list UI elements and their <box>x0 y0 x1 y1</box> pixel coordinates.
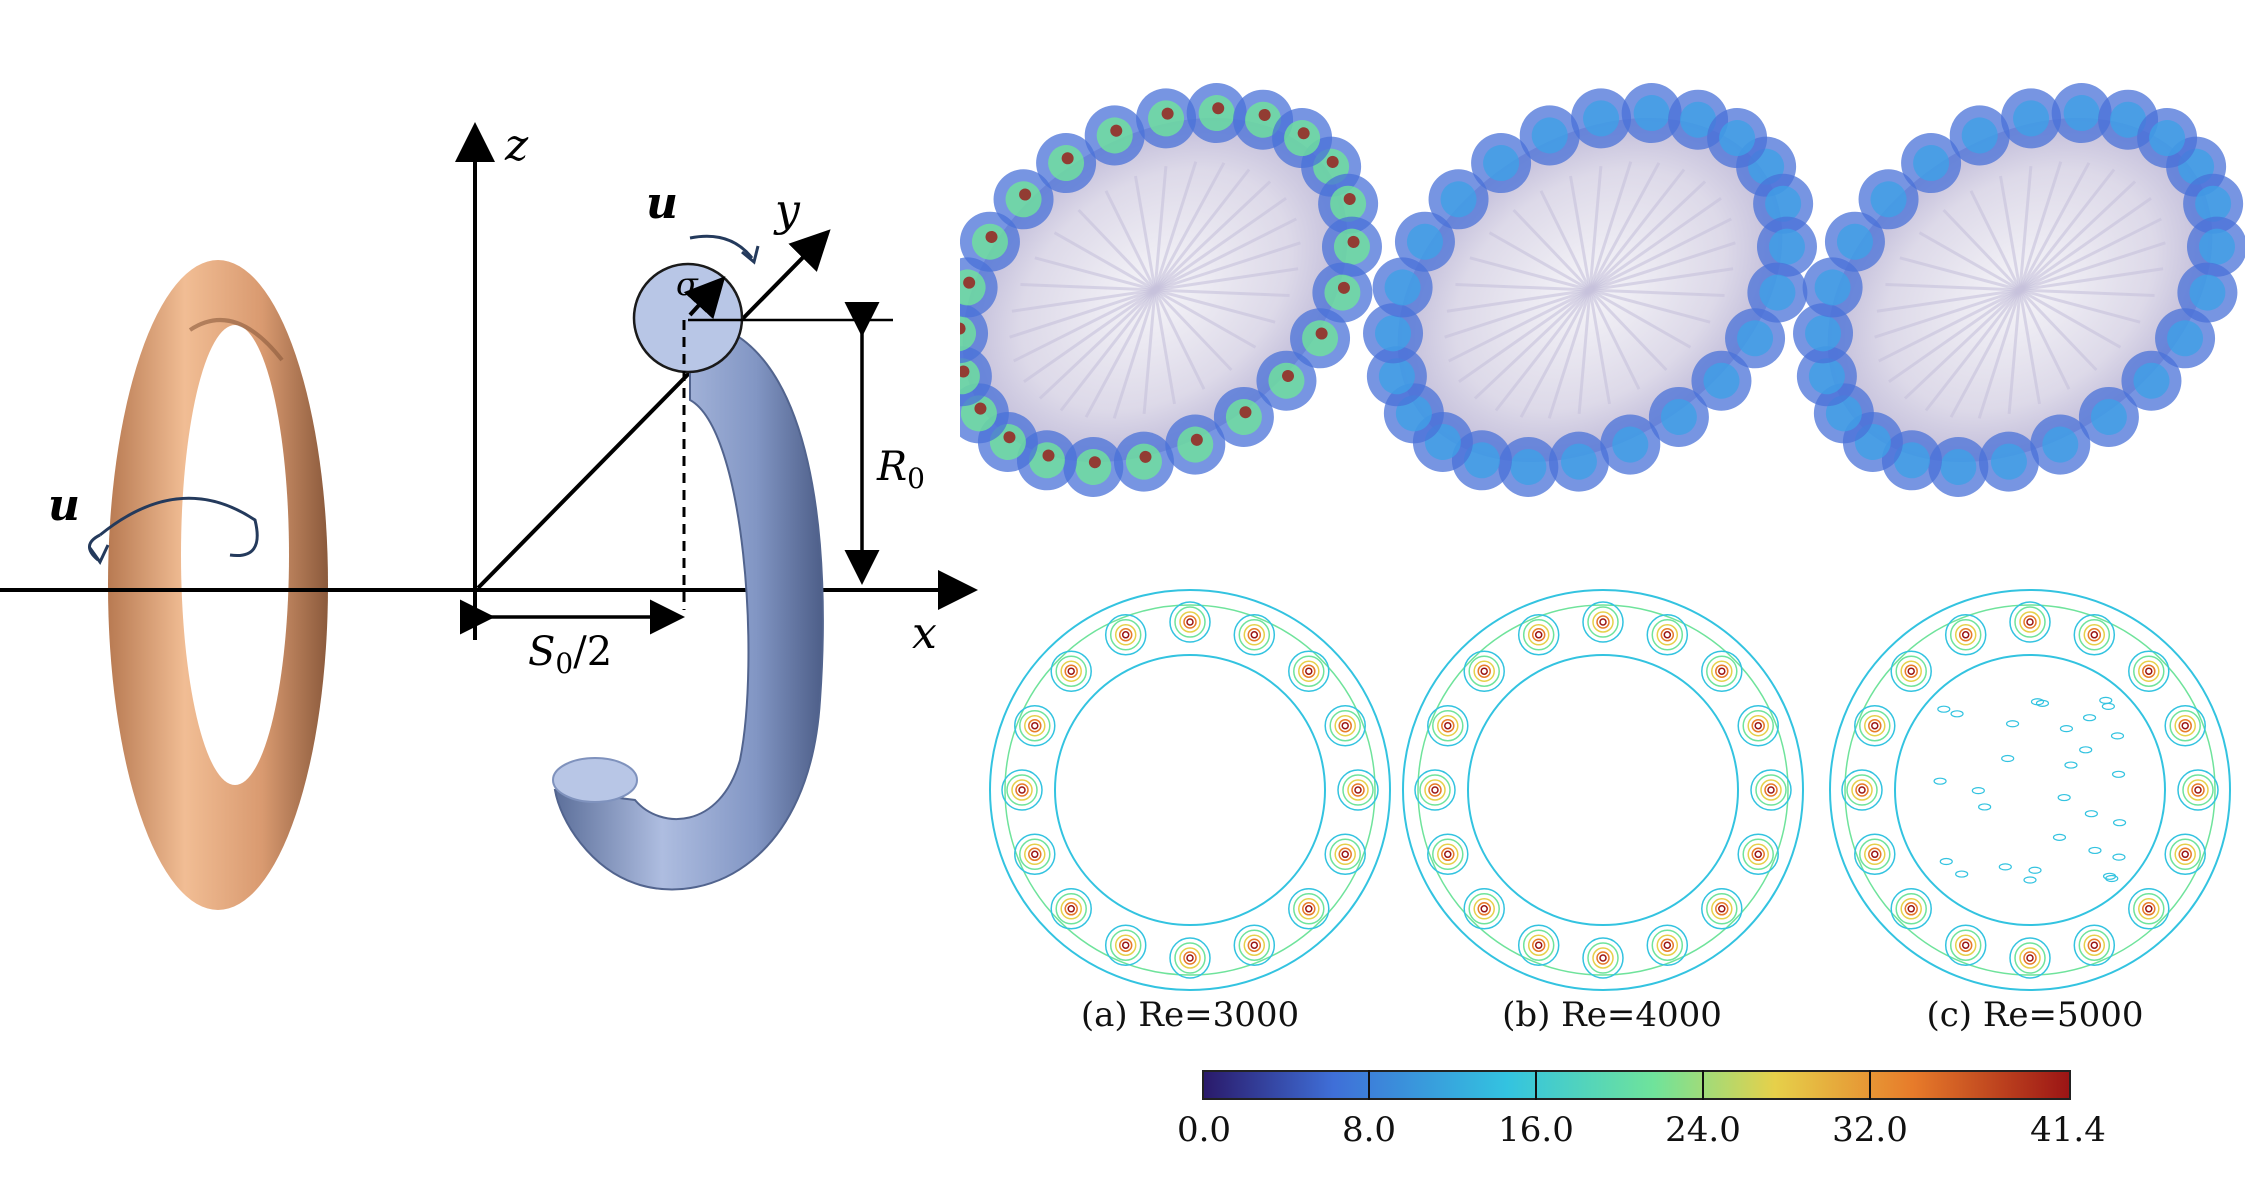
right-rotation-arrow <box>689 234 754 259</box>
vorticity-contour-row <box>989 589 2231 991</box>
colorbar-tick-2: 16.0 <box>1498 1110 1574 1150</box>
left-velocity-label: u <box>48 480 80 531</box>
volume-rendering-re5000 <box>1793 83 2245 497</box>
x-axis-label: x <box>912 608 937 659</box>
colorbar-tick-marks <box>1202 1070 2071 1100</box>
sigma-label: σ <box>676 265 699 303</box>
contour-plot-re3000 <box>989 589 1391 991</box>
colorbar <box>1202 1070 2071 1100</box>
volume-rendering-re3000 <box>960 83 1382 497</box>
caption-panel-c: (c) Re=5000 <box>1926 995 2144 1035</box>
left-rotation-arrow <box>88 496 259 565</box>
vortex-ring-schematic: u z y σ u R0 S0/2 x <box>0 120 978 910</box>
radius-label: R0 <box>876 444 925 495</box>
colorbar-tick-0: 0.0 <box>1176 1110 1232 1150</box>
caption-panel-b: (b) Re=4000 <box>1502 995 1722 1035</box>
caption-panel-a: (a) Re=3000 <box>1080 995 1300 1035</box>
contour-plot-re4000 <box>1402 589 1804 991</box>
right-vortex-ring-cutaway <box>552 262 824 891</box>
volume-rendering-re4000 <box>1363 83 1817 497</box>
separation-label: S0/2 <box>528 629 612 680</box>
z-axis-label: z <box>504 120 529 171</box>
colorbar-tick-4: 32.0 <box>1832 1110 1908 1150</box>
volume-rendering-row <box>960 83 2245 497</box>
core-radius-arrow <box>683 276 726 320</box>
left-vortex-ring <box>108 260 328 910</box>
colorbar-tick-1: 8.0 <box>1341 1110 1397 1150</box>
y-axis-label: y <box>773 185 801 236</box>
right-velocity-label: u <box>646 178 678 229</box>
y-axis <box>476 229 831 590</box>
contour-plot-re5000 <box>1829 589 2231 991</box>
colorbar-tick-5: 41.4 <box>2030 1110 2106 1150</box>
colorbar-tick-3: 24.0 <box>1665 1110 1741 1150</box>
